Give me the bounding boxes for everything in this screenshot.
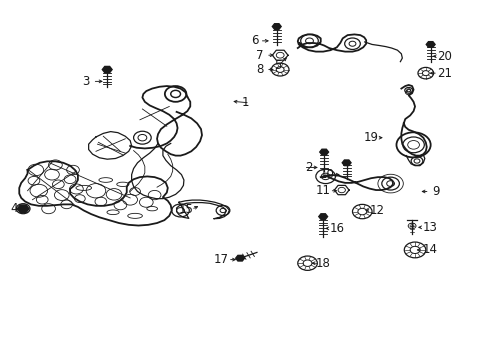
Text: 9: 9: [432, 185, 440, 198]
Polygon shape: [319, 214, 328, 219]
Text: 1: 1: [241, 96, 249, 109]
Text: 3: 3: [82, 75, 90, 88]
Text: 19: 19: [364, 131, 379, 144]
Text: 7: 7: [256, 49, 264, 62]
Text: 8: 8: [256, 63, 263, 76]
Text: 21: 21: [437, 67, 452, 80]
Text: 14: 14: [422, 243, 437, 256]
Text: 10: 10: [319, 168, 335, 181]
Text: 13: 13: [422, 221, 437, 234]
Polygon shape: [272, 24, 281, 29]
Text: 17: 17: [214, 253, 229, 266]
Text: 6: 6: [251, 34, 259, 48]
Text: 2: 2: [305, 161, 312, 174]
Polygon shape: [342, 160, 351, 166]
Polygon shape: [236, 255, 245, 261]
Text: 11: 11: [316, 184, 331, 197]
Text: 16: 16: [329, 222, 344, 235]
Text: 20: 20: [437, 50, 452, 63]
Text: 4: 4: [11, 202, 18, 215]
Polygon shape: [237, 256, 244, 260]
Polygon shape: [17, 205, 29, 212]
Text: 15: 15: [179, 203, 194, 216]
Polygon shape: [320, 149, 329, 155]
Text: 5: 5: [274, 59, 282, 72]
Polygon shape: [102, 67, 112, 73]
Text: 18: 18: [316, 257, 331, 270]
Polygon shape: [426, 42, 435, 47]
Text: 12: 12: [369, 204, 385, 217]
